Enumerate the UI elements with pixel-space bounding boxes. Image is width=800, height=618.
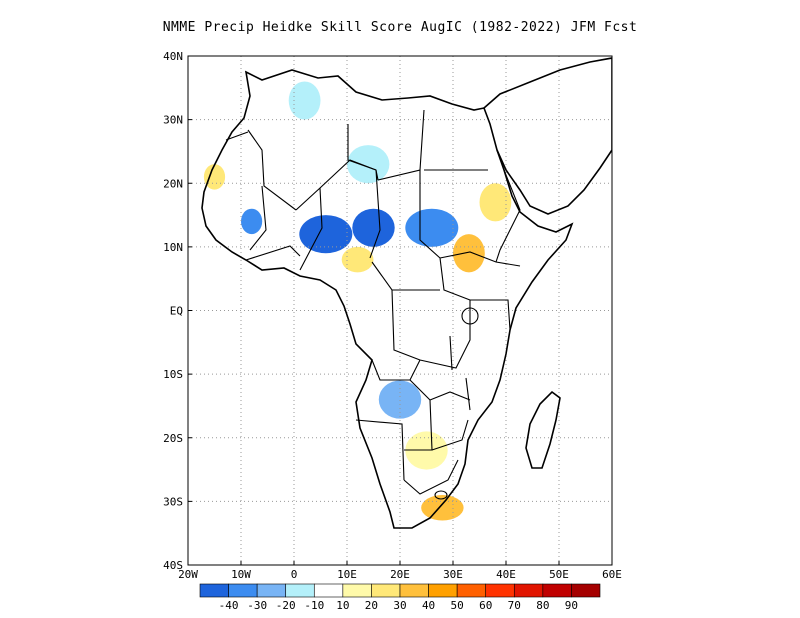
colorbar-swatch bbox=[228, 583, 258, 598]
lat-tick-label: 10N bbox=[163, 241, 183, 254]
colorbar-label: -10 bbox=[304, 599, 324, 612]
colorbar-label: 10 bbox=[336, 599, 349, 612]
lat-tick-label: 10S bbox=[163, 368, 183, 381]
lon-tick-label: 60E bbox=[602, 568, 622, 581]
colorbar-swatch bbox=[456, 583, 487, 598]
colorbar-label: 60 bbox=[479, 599, 492, 612]
arabia-coastline bbox=[483, 57, 612, 215]
colorbar-label: 20 bbox=[365, 599, 378, 612]
lon-tick-label: 20W bbox=[178, 568, 198, 581]
skill-region bbox=[299, 215, 353, 254]
colorbar-label: -20 bbox=[276, 599, 296, 612]
lon-tick-label: 40E bbox=[496, 568, 516, 581]
lon-tick-label: 50E bbox=[549, 568, 569, 581]
lat-tick-label: 30N bbox=[163, 114, 183, 127]
lon-tick-label: 0 bbox=[291, 568, 298, 581]
skill-region bbox=[378, 380, 422, 419]
colorbar-swatch bbox=[199, 583, 229, 598]
skill-region bbox=[347, 145, 390, 184]
lon-tick-label: 10W bbox=[231, 568, 251, 581]
africa-coastline bbox=[201, 69, 574, 529]
skill-field bbox=[203, 81, 512, 521]
coastlines bbox=[201, 57, 612, 529]
axis-ticks: 20W 10W 0 10E 20E 30E 40E 50E 60E 40N 30N 20N 10N EQ 1… bbox=[163, 50, 622, 581]
colorbar-swatch bbox=[428, 583, 458, 598]
lat-tick-label: 40N bbox=[163, 50, 183, 63]
colorbar-label: 30 bbox=[393, 599, 406, 612]
lat-tick-label: 20N bbox=[163, 177, 183, 190]
skill-region bbox=[405, 208, 459, 247]
colorbar-swatch bbox=[285, 583, 315, 598]
skill-region bbox=[352, 208, 395, 247]
lat-tick-label: 20S bbox=[163, 432, 183, 445]
colorbar: -40 -30 -20 -10 10 20 30 40 50 60 70 80 90 bbox=[199, 583, 601, 612]
colorbar-swatch bbox=[371, 583, 401, 598]
colorbar-label: -30 bbox=[247, 599, 267, 612]
colorbar-swatch bbox=[485, 583, 515, 598]
colorbar-swatch bbox=[313, 583, 344, 598]
colorbar-swatch bbox=[542, 583, 572, 598]
skill-region bbox=[288, 81, 321, 120]
colorbar-label: -40 bbox=[219, 599, 239, 612]
madagascar-coastline bbox=[525, 390, 561, 469]
colorbar-label: 80 bbox=[536, 599, 549, 612]
skill-region bbox=[479, 183, 512, 222]
skill-region bbox=[341, 246, 374, 273]
colorbar-swatch bbox=[513, 583, 544, 598]
colorbar-label: 70 bbox=[508, 599, 521, 612]
lat-tick-label: 30S bbox=[163, 495, 183, 508]
colorbar-label: 50 bbox=[451, 599, 464, 612]
lat-tick-label: EQ bbox=[170, 305, 183, 318]
lat-tick-label: 40S bbox=[163, 559, 183, 572]
colorbar-swatch bbox=[342, 583, 372, 598]
colorbar-swatch bbox=[256, 583, 287, 598]
colorbar-swatch bbox=[399, 583, 429, 598]
gridlines bbox=[188, 56, 612, 565]
lon-tick-label: 10E bbox=[337, 568, 357, 581]
colorbar-label: 40 bbox=[422, 599, 435, 612]
chart-title: NMME Precip Heidke Skill Score AugIC (19… bbox=[162, 20, 638, 35]
lon-tick-label: 30E bbox=[443, 568, 463, 581]
skill-region bbox=[203, 164, 226, 190]
skill-region bbox=[453, 234, 485, 273]
country-borders bbox=[225, 109, 521, 495]
colorbar-label: 90 bbox=[565, 599, 578, 612]
lakes bbox=[434, 307, 479, 500]
lon-tick-label: 20E bbox=[390, 568, 410, 581]
colorbar-swatch bbox=[571, 583, 601, 598]
skill-region bbox=[241, 208, 263, 235]
